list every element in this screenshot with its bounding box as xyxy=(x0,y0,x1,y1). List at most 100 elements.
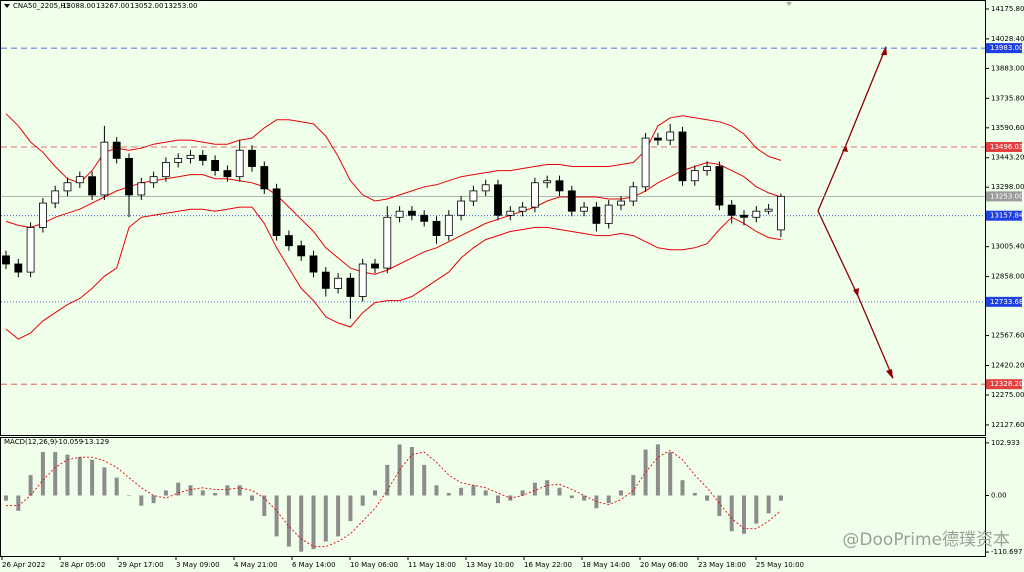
x-tick-label: 25 May 10:00 xyxy=(756,561,804,569)
header-value: 13267.00 xyxy=(96,2,129,10)
candle-body xyxy=(617,200,625,206)
macd-bar xyxy=(323,495,328,542)
candle-body xyxy=(592,206,601,224)
candle-body xyxy=(284,235,293,247)
candle-body xyxy=(395,210,404,218)
level-label-bg xyxy=(986,379,1022,390)
macd-bar xyxy=(655,444,660,496)
macd-bar xyxy=(778,495,783,501)
candle-body xyxy=(63,182,72,192)
header-value: 13253.00 xyxy=(164,2,197,10)
x-tick-label: 20 May 06:00 xyxy=(640,561,688,569)
candle-body xyxy=(555,180,564,192)
candle-body xyxy=(51,190,60,204)
x-tick-label: 16 May 22:00 xyxy=(524,561,572,569)
macd-bar xyxy=(766,495,771,514)
candle-body xyxy=(174,157,183,163)
candle-body xyxy=(666,131,675,141)
macd-bar xyxy=(471,485,476,496)
arrows xyxy=(817,46,894,379)
y-tick-label: 13590.60 xyxy=(991,124,1024,132)
macd-bar xyxy=(582,495,587,501)
macd-bar xyxy=(360,495,365,506)
macd-bar xyxy=(77,457,82,496)
candle-body xyxy=(88,176,96,196)
candle-body xyxy=(506,210,515,216)
macd-bar xyxy=(705,495,710,501)
candle-body xyxy=(494,184,502,216)
macd-bar xyxy=(90,459,95,496)
macd-bar xyxy=(237,485,242,496)
x-tick-label: 10 May 06:00 xyxy=(350,561,398,569)
macd-bar xyxy=(520,490,525,496)
macd-bar xyxy=(262,495,267,516)
y-tick-label: 13735.80 xyxy=(991,94,1024,102)
x-tick-label: 6 May 14:00 xyxy=(292,561,336,569)
candle-body xyxy=(629,186,638,202)
macd-bar xyxy=(102,467,107,496)
candle-body xyxy=(371,263,379,269)
candle-body xyxy=(457,200,466,216)
candle-body xyxy=(260,166,269,190)
main-panel xyxy=(0,0,986,436)
x-tick-label: 28 Apr 05:00 xyxy=(60,561,106,569)
macd-bar xyxy=(16,495,21,511)
candle-body xyxy=(740,214,748,218)
candle-body xyxy=(161,162,170,178)
macd-bar xyxy=(53,452,58,496)
macd-signal xyxy=(6,449,782,548)
candle-body xyxy=(469,190,478,202)
level-label-bg xyxy=(986,191,1022,202)
candle-body xyxy=(321,271,330,289)
y-tick-label: 0.00 xyxy=(991,492,1007,500)
macd-bar xyxy=(742,495,746,534)
macd-bar xyxy=(274,495,279,537)
macd-value: -10.059 xyxy=(56,438,83,446)
candle-body xyxy=(407,210,416,216)
candle-body xyxy=(26,227,35,273)
macd-bar xyxy=(409,446,414,496)
y-tick-label: 13005.40 xyxy=(991,243,1024,251)
candle-body xyxy=(100,141,109,196)
y-tick-label: 12275.00 xyxy=(991,391,1024,399)
macd-bar xyxy=(680,480,685,496)
candle-body xyxy=(39,202,47,228)
macd-bar xyxy=(336,495,341,537)
macd-bar xyxy=(286,495,291,547)
level-label: 12733.68 xyxy=(990,298,1023,306)
macd-bar xyxy=(28,475,33,496)
macd-bar xyxy=(348,495,353,522)
level-label: 13983.00 xyxy=(990,44,1023,52)
candle-body xyxy=(272,188,281,236)
candle-body xyxy=(703,166,711,171)
macd-bar xyxy=(557,487,562,496)
candle-body xyxy=(654,137,662,141)
macd-bar xyxy=(692,492,697,496)
candle-body xyxy=(543,180,552,184)
candle-body xyxy=(432,220,441,236)
macd-bar xyxy=(200,490,205,496)
x-tick-label: 3 May 09:00 xyxy=(176,561,220,569)
bollinger-band xyxy=(5,161,782,275)
macd-bar xyxy=(311,495,316,550)
x-tick-label: 11 May 18:00 xyxy=(408,561,456,569)
macd-bar xyxy=(373,490,377,496)
candle-body xyxy=(346,277,355,297)
menu-arrow[interactable] xyxy=(4,4,10,8)
macd-bar xyxy=(139,495,144,506)
macd-bar xyxy=(176,482,181,496)
macd-bar xyxy=(422,464,427,496)
y-tick-label: 14028.40 xyxy=(991,35,1024,43)
candle-body xyxy=(481,184,490,192)
macd-bar xyxy=(446,492,451,496)
candle-body xyxy=(211,160,220,171)
macd-bar xyxy=(250,495,254,501)
candle-body xyxy=(309,255,318,273)
candle-body xyxy=(518,206,527,212)
macd-bar xyxy=(151,495,156,504)
macd-title: MACD(12,26,9) xyxy=(4,438,57,446)
y-tick-label: 14175.80 xyxy=(991,5,1024,13)
candle-body xyxy=(334,277,343,289)
macd-bar xyxy=(114,477,119,496)
level-label: 13496.03 xyxy=(990,143,1023,151)
